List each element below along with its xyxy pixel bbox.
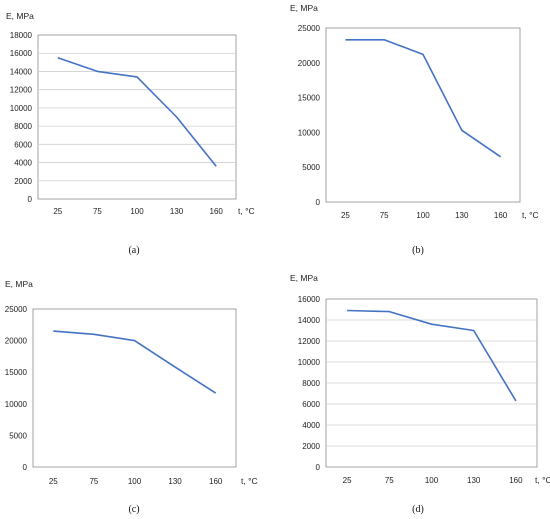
x-axis-label: t, °C: [535, 475, 550, 485]
y-tick-label: 15000: [5, 368, 28, 377]
x-tick-label: 25: [343, 476, 352, 485]
y-tick-label: 20000: [298, 59, 321, 68]
y-tick-label: 2000: [302, 442, 320, 451]
x-tick-label: 100: [425, 476, 439, 485]
y-tick-label: 4000: [14, 159, 32, 168]
y-axis-label: E, MPa: [5, 279, 33, 289]
plot-area: [325, 27, 521, 203]
y-tick-label: 20000: [5, 337, 28, 346]
y-tick-label: 0: [316, 463, 321, 472]
x-tick-label: 160: [494, 211, 508, 220]
x-tick-label: 25: [49, 477, 58, 486]
y-tick-label: 2000: [14, 177, 32, 186]
y-tick-label: 8000: [14, 122, 32, 131]
x-tick-label: 25: [341, 211, 350, 220]
chart-d: 0 2000 4000 6000 8000 10000 12000 14000 16000 25 7…: [290, 273, 550, 515]
x-tick-label: 130: [168, 477, 182, 486]
x-tick-label: 100: [128, 477, 142, 486]
y-axis-label: E, MPa: [290, 3, 318, 13]
x-tick-label: 130: [467, 476, 481, 485]
chart-caption: (a): [128, 245, 139, 256]
chart-caption: (c): [128, 504, 139, 515]
y-tick-label: 16000: [298, 295, 321, 304]
x-axis-label: t, °C: [238, 206, 255, 216]
y-axis-label: E, MPa: [6, 11, 34, 21]
x-tick-label: 100: [130, 207, 144, 216]
plot-area: [37, 34, 237, 200]
x-axis-label: t, °C: [522, 210, 539, 220]
chart-c: 0 5000 10000 15000 20000 25000 25 75 100 130 160 E,…: [5, 279, 258, 515]
x-tick-label: 25: [53, 207, 62, 216]
y-tick-label: 25000: [5, 305, 28, 314]
x-tick-label: 75: [380, 211, 389, 220]
y-tick-label: 10000: [10, 104, 33, 113]
x-tick-label: 75: [93, 207, 102, 216]
y-tick-label: 15000: [298, 94, 321, 103]
y-tick-label: 5000: [9, 431, 27, 440]
x-tick-label: 160: [209, 477, 223, 486]
x-axis-label: t, °C: [241, 476, 258, 486]
y-tick-label: 12000: [10, 86, 33, 95]
y-tick-label: 18000: [10, 31, 33, 40]
x-tick-label: 160: [509, 476, 523, 485]
chart-b: 0 5000 10000 15000 20000 25000 25 75 100 130 160 E,…: [290, 3, 539, 256]
y-tick-label: 14000: [10, 67, 33, 76]
y-tick-label: 16000: [10, 49, 33, 58]
y-tick-label: 14000: [298, 316, 321, 325]
y-tick-label: 10000: [5, 400, 28, 409]
plot-area: [32, 308, 237, 468]
y-tick-label: 0: [23, 463, 28, 472]
y-tick-label: 5000: [302, 163, 320, 172]
y-tick-label: 0: [316, 198, 321, 207]
y-tick-label: 6000: [14, 140, 32, 149]
x-tick-label: 160: [210, 207, 224, 216]
x-tick-label: 130: [455, 211, 469, 220]
x-tick-label: 75: [89, 477, 98, 486]
y-tick-label: 6000: [302, 400, 320, 409]
x-tick-label: 75: [385, 476, 394, 485]
x-tick-label: 130: [170, 207, 184, 216]
y-tick-label: 8000: [302, 379, 320, 388]
series-line: [345, 38, 502, 158]
chart-caption: (b): [412, 245, 424, 256]
series-line: [57, 57, 217, 167]
y-tick-label: 4000: [302, 421, 320, 430]
chart-caption: (d): [412, 504, 424, 515]
y-tick-label: 0: [28, 195, 33, 204]
y-tick-label: 12000: [298, 337, 321, 346]
y-tick-label: 25000: [298, 24, 321, 33]
y-axis-label: E, MPa: [290, 273, 318, 283]
y-tick-label: 10000: [298, 358, 321, 367]
chart-a: 0 2000 4000 6000 8000 10000 12000 14000 16000 180…: [6, 11, 255, 256]
x-tick-label: 100: [416, 211, 430, 220]
y-tick-label: 10000: [298, 128, 321, 137]
